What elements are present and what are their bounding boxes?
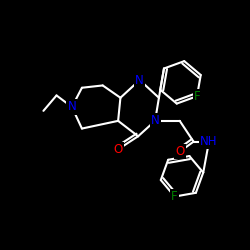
- Text: F: F: [194, 90, 200, 103]
- Text: N: N: [68, 100, 76, 114]
- Text: N: N: [135, 74, 144, 86]
- Text: F: F: [171, 190, 178, 203]
- Text: NH: NH: [200, 135, 218, 148]
- Text: N: N: [151, 114, 160, 127]
- Text: O: O: [114, 143, 123, 156]
- Text: O: O: [175, 145, 184, 158]
